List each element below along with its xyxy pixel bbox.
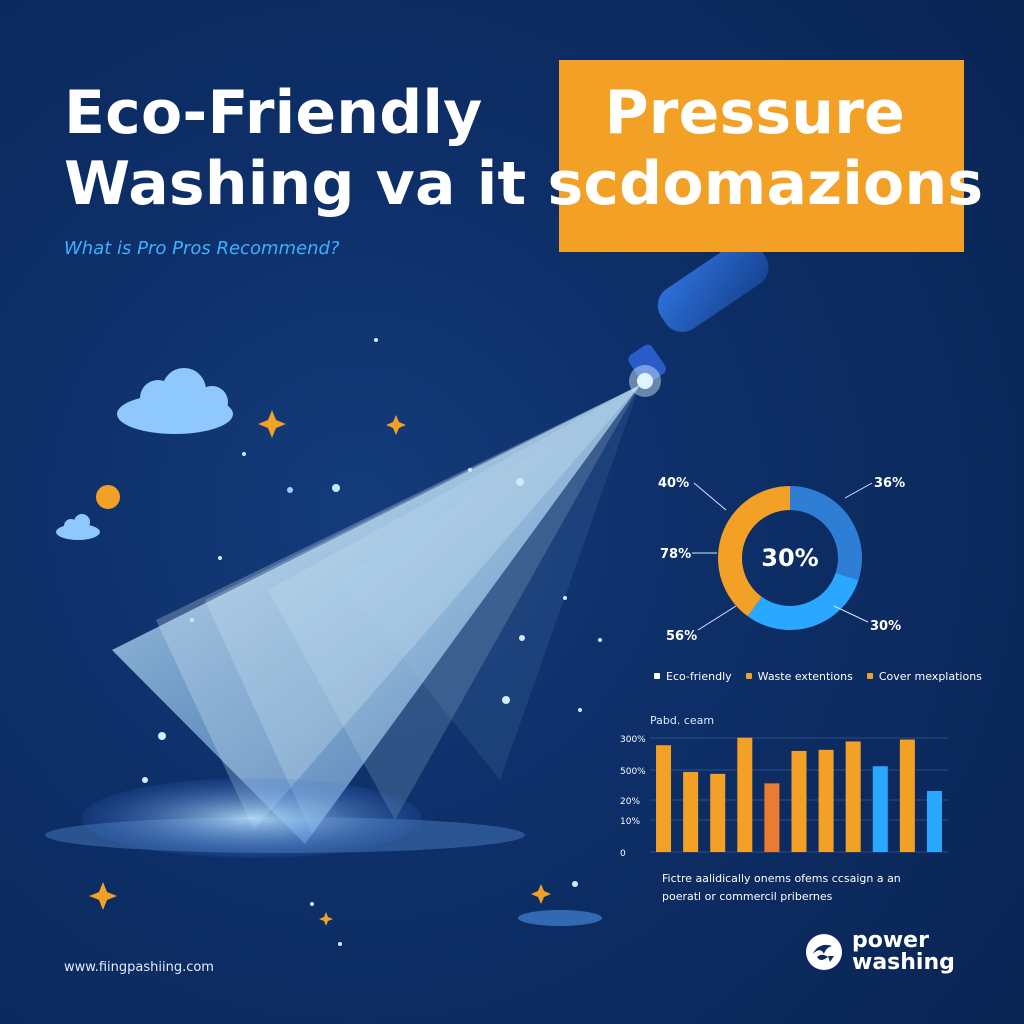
bar-y-labels: 300% 500% 20% 10% 0 <box>620 735 646 859</box>
legend-item-cover: Cover mexplations <box>866 669 982 683</box>
bar-9 <box>899 739 915 852</box>
bar-chart: 300% 500% 20% 10% 0 <box>620 735 948 859</box>
donut-callout-56: 56% <box>666 629 697 644</box>
donut-slice-0 <box>790 486 862 581</box>
donut-slice-2 <box>718 486 790 617</box>
brand-text: power washing <box>852 930 955 973</box>
water-spray-icon <box>45 385 640 926</box>
bar-7 <box>845 741 861 852</box>
legend-item-waste: Waste extentions <box>745 669 853 683</box>
sparkles-group <box>142 338 602 946</box>
footer-url: www.fiingpashiing.com <box>64 960 214 975</box>
callout-line-top-right <box>844 482 873 499</box>
bar-caption: Fictre aalidically onems ofems ccsaign a… <box>662 870 942 905</box>
bar-y-label-4: 0 <box>620 849 626 859</box>
donut-center-label: 30% <box>761 544 818 572</box>
legend-label-cover: Cover mexplations <box>878 669 982 683</box>
bar-y-label-1: 500% <box>620 767 646 777</box>
legend-item-eco: Eco-friendly <box>654 670 732 683</box>
donut-slice-1 <box>747 572 859 630</box>
bar-y-label-2: 20% <box>620 797 640 807</box>
donut-chart: 30% 40% 36% 78% 56% 30% <box>658 476 905 644</box>
donut-callout-40: 40% <box>658 476 689 491</box>
bar-caption-line-1: Fictre aalidically onems ofems ccsaign a… <box>662 872 901 885</box>
bar-y-label-3: 10% <box>620 817 640 827</box>
cloud-icon-small <box>56 514 100 540</box>
callout-line-top-left <box>693 482 727 511</box>
bar-2 <box>710 773 726 852</box>
bar-y-label-0: 300% <box>620 735 646 745</box>
headline-part-1: Eco-Friendly <box>64 78 483 148</box>
brand-logo-icon <box>806 933 842 970</box>
brand-logo: power washing <box>804 930 955 973</box>
legend-swatch-cover <box>866 673 873 679</box>
donut-callout-30: 30% <box>870 619 901 634</box>
legend-swatch-waste <box>745 673 752 679</box>
bar-6 <box>818 749 834 852</box>
legend-swatch-eco <box>654 673 660 679</box>
bar-10 <box>926 791 942 852</box>
donut-callout-78: 78% <box>660 547 691 562</box>
bar-1 <box>683 771 699 852</box>
headline-line-2: Washing va it scdomazions <box>64 148 984 219</box>
bar-4 <box>764 783 780 852</box>
donut-callout-36: 36% <box>874 476 905 491</box>
bar-3 <box>737 737 753 852</box>
headline: Eco-Friendly Pressure Washing va it scdo… <box>64 78 983 220</box>
brand-line-1: power <box>852 928 929 953</box>
star-icon <box>89 410 551 926</box>
headline-part-2: Pressure <box>604 78 905 148</box>
title-highlight-box <box>559 60 964 252</box>
sun-icon <box>96 485 120 509</box>
chart-legend: Eco-friendly Waste extentions Cover mexp… <box>654 666 982 686</box>
bar-chart-title: Pabd. ceam <box>650 714 715 727</box>
subtitle: What is Pro Pros Recommend? <box>64 238 340 259</box>
donut-group <box>718 486 862 630</box>
legend-label-waste: Waste extentions <box>757 669 853 683</box>
callout-line-bottom-left <box>697 605 737 631</box>
legend-label-eco: Eco-friendly <box>666 669 732 683</box>
bar-8 <box>872 766 888 852</box>
cloud-icon-large <box>117 368 233 434</box>
bar-5 <box>791 750 807 852</box>
brand-line-2: washing <box>852 949 955 975</box>
bar-bars <box>656 737 942 852</box>
callout-line-bottom-right <box>833 605 869 623</box>
pressure-nozzle-icon <box>628 240 769 397</box>
bar-0 <box>656 745 672 852</box>
bar-caption-line-2: poeratl or commercil pribernes <box>662 889 833 903</box>
